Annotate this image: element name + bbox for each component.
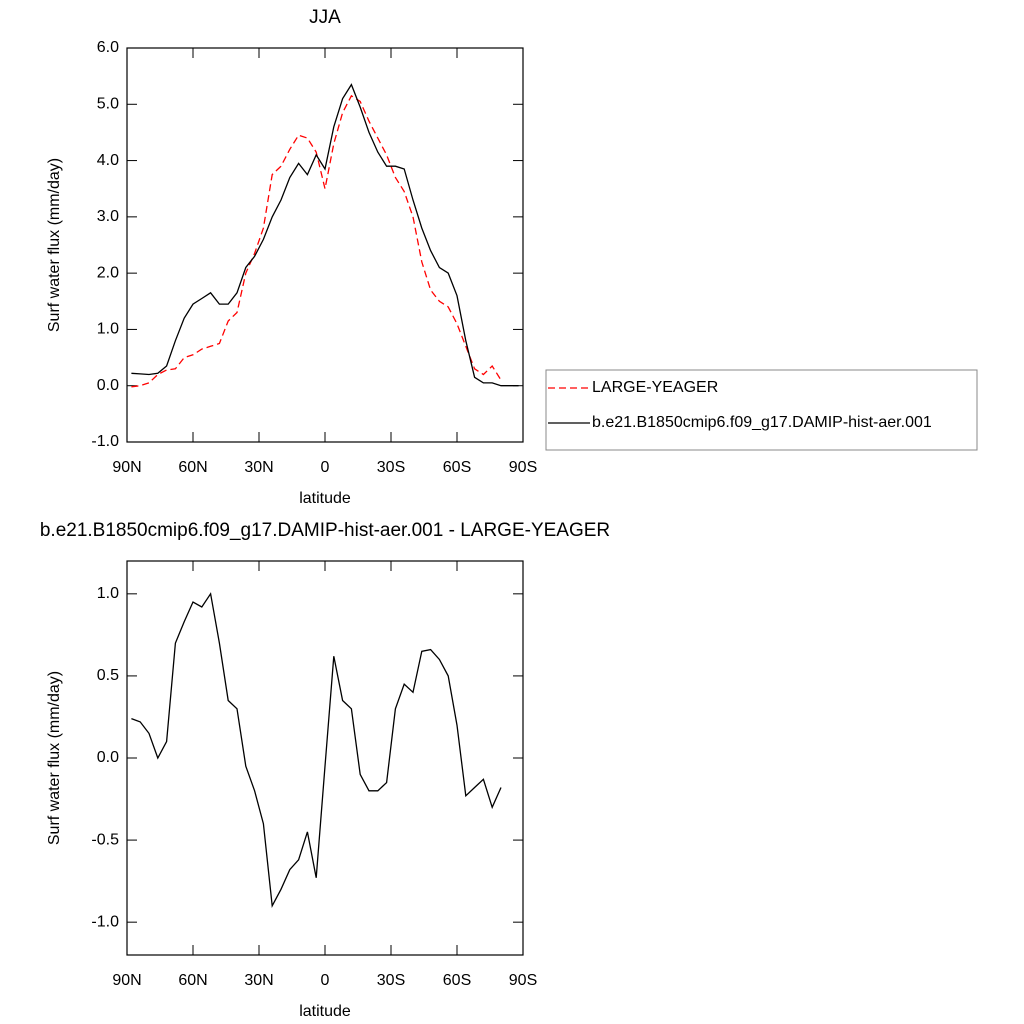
plot-frame [126, 560, 524, 956]
x-tick-label: 90S [509, 972, 537, 989]
x-tick-label: 90S [509, 459, 537, 476]
y-tick-label: 6.0 [97, 39, 119, 56]
y-tick-label: 0.0 [97, 749, 119, 766]
x-tick-label: 30N [244, 972, 273, 989]
y-axis-label: Surf water flux (mm/day) [46, 671, 63, 845]
data-line [131, 94, 502, 388]
x-tick-label: 30N [244, 459, 273, 476]
y-tick-label: 5.0 [97, 96, 119, 113]
y-tick-label: 0.0 [97, 377, 119, 394]
legend-label: b.e21.B1850cmip6.f09_g17.DAMIP-hist-aer.… [592, 414, 932, 431]
data-line [131, 592, 502, 908]
x-axis-label: latitude [299, 1003, 351, 1020]
y-tick-label: 1.0 [97, 585, 119, 602]
y-tick-label: -1.0 [91, 913, 119, 930]
y-tick-label: 4.0 [97, 152, 119, 169]
y-tick-label: -1.0 [91, 433, 119, 450]
legend-box [545, 369, 978, 451]
legend-label: LARGE-YEAGER [592, 379, 718, 396]
y-tick-label: 3.0 [97, 208, 119, 225]
chart-title: JJA [309, 7, 341, 28]
plot-frame [126, 47, 524, 443]
x-tick-label: 90N [112, 459, 141, 476]
x-tick-label: 60N [178, 972, 207, 989]
x-tick-label: 60S [443, 459, 471, 476]
y-tick-label: -0.5 [91, 831, 119, 848]
y-tick-label: 1.0 [97, 321, 119, 338]
y-axis-label: Surf water flux (mm/day) [46, 158, 63, 332]
x-axis-label: latitude [299, 490, 351, 507]
x-tick-label: 0 [321, 459, 330, 476]
x-tick-label: 60S [443, 972, 471, 989]
y-tick-label: 0.5 [97, 667, 119, 684]
y-tick-label: 2.0 [97, 264, 119, 281]
x-tick-label: 90N [112, 972, 141, 989]
chart-title: b.e21.B1850cmip6.f09_g17.DAMIP-hist-aer.… [40, 520, 610, 541]
x-tick-label: 30S [377, 972, 405, 989]
x-tick-label: 60N [178, 459, 207, 476]
data-line [131, 83, 519, 387]
x-tick-label: 0 [321, 972, 330, 989]
x-tick-label: 30S [377, 459, 405, 476]
